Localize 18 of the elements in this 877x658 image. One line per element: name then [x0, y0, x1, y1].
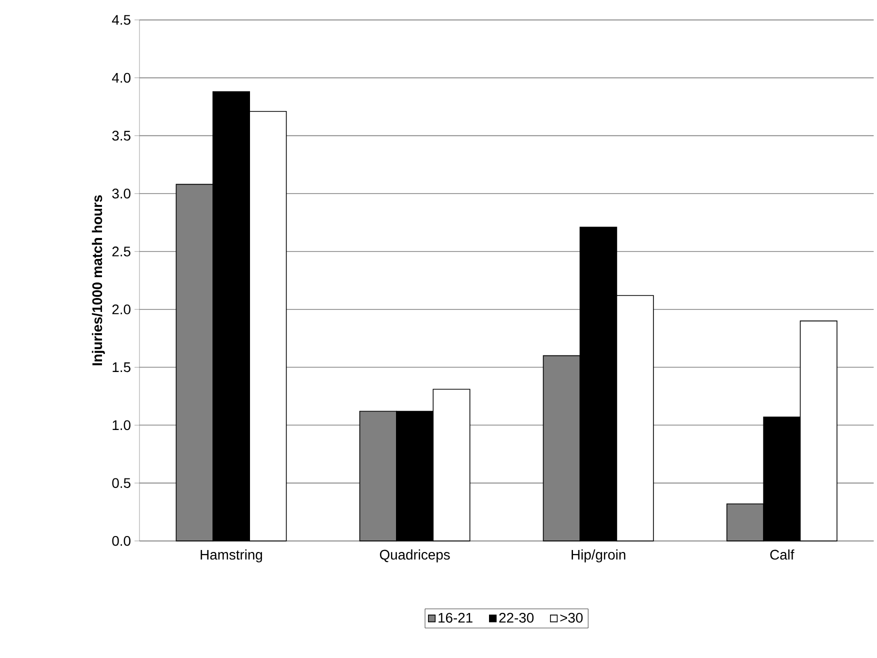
y-tick-label: 0.5 [112, 478, 130, 488]
y-tick-label: 3.5 [112, 131, 130, 141]
y-tick-label: 0.0 [112, 536, 130, 546]
y-tick-label: 4.0 [112, 73, 130, 83]
y-tick-label: 1.5 [112, 362, 130, 372]
x-tick-label: Calf [770, 550, 794, 560]
y-tick-label: 4.5 [112, 15, 130, 26]
x-tick-label: Quadriceps [380, 550, 450, 563]
legend-label: >30 [560, 613, 583, 623]
x-tick-label: Hamstring [200, 550, 262, 563]
x-tick-label: Hip/groin [572, 550, 626, 563]
y-tick-label: 3.0 [112, 188, 130, 199]
y-tick-label: 2.0 [112, 304, 130, 315]
legend-label: 22-30 [499, 613, 534, 623]
y-axis-title: Injuries/1000 match hours [92, 196, 105, 366]
y-tick-label: 2.5 [112, 246, 130, 257]
y-tick-label: 1.0 [112, 420, 130, 430]
legend-label: 16-21 [438, 613, 472, 623]
